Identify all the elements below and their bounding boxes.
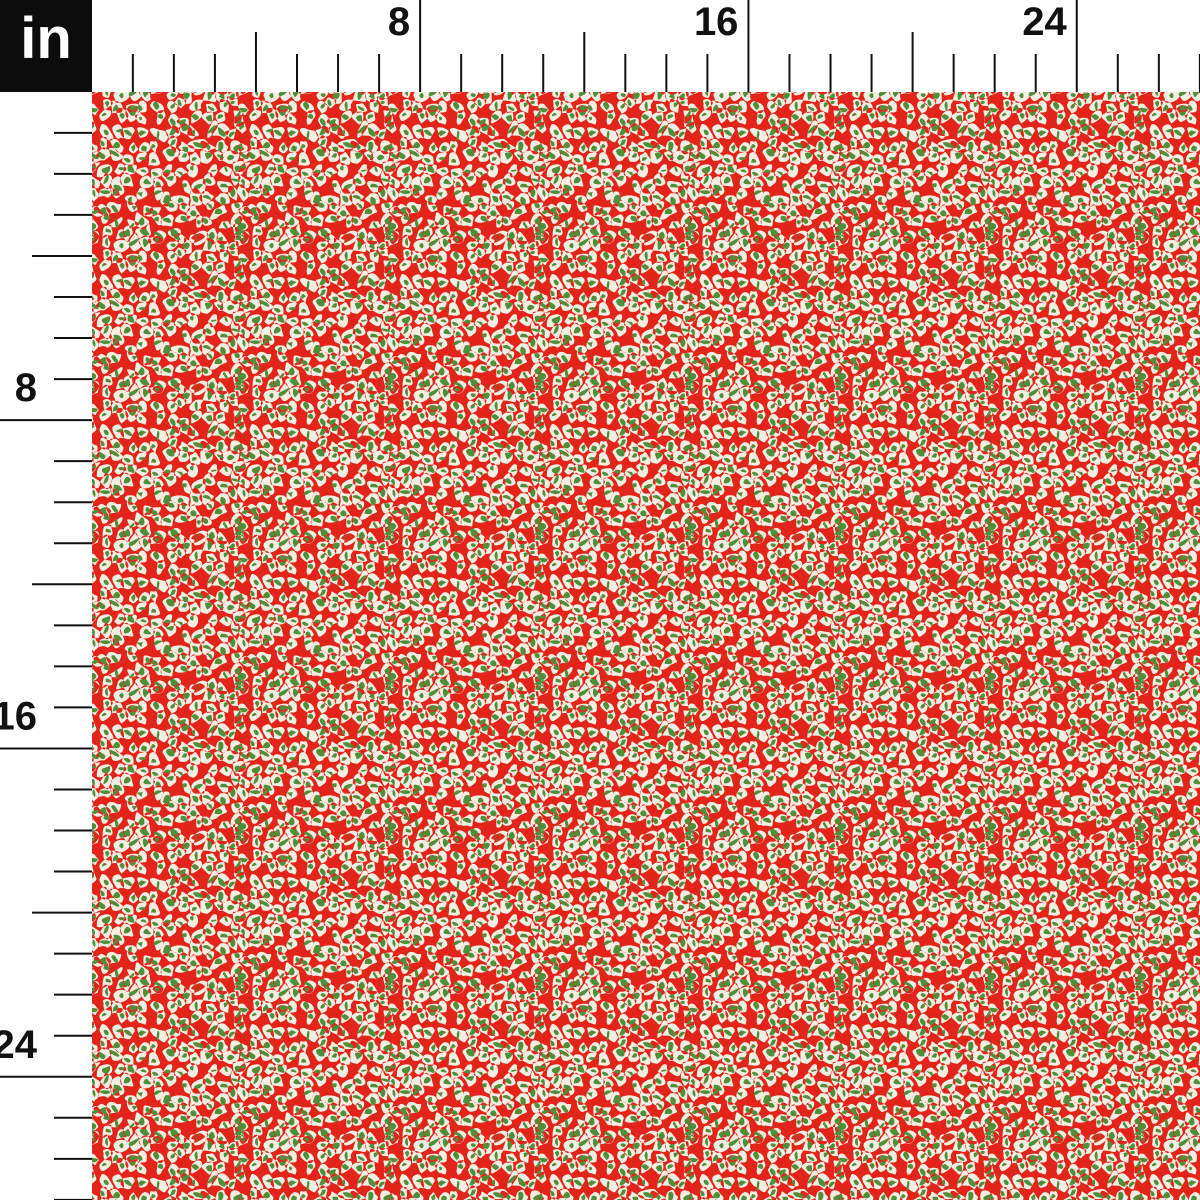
svg-text:24: 24 bbox=[1022, 0, 1067, 44]
svg-text:16: 16 bbox=[0, 694, 37, 738]
svg-text:24: 24 bbox=[0, 1023, 38, 1067]
svg-text:16: 16 bbox=[694, 0, 739, 44]
svg-text:8: 8 bbox=[15, 366, 37, 410]
svg-text:8: 8 bbox=[388, 0, 410, 44]
